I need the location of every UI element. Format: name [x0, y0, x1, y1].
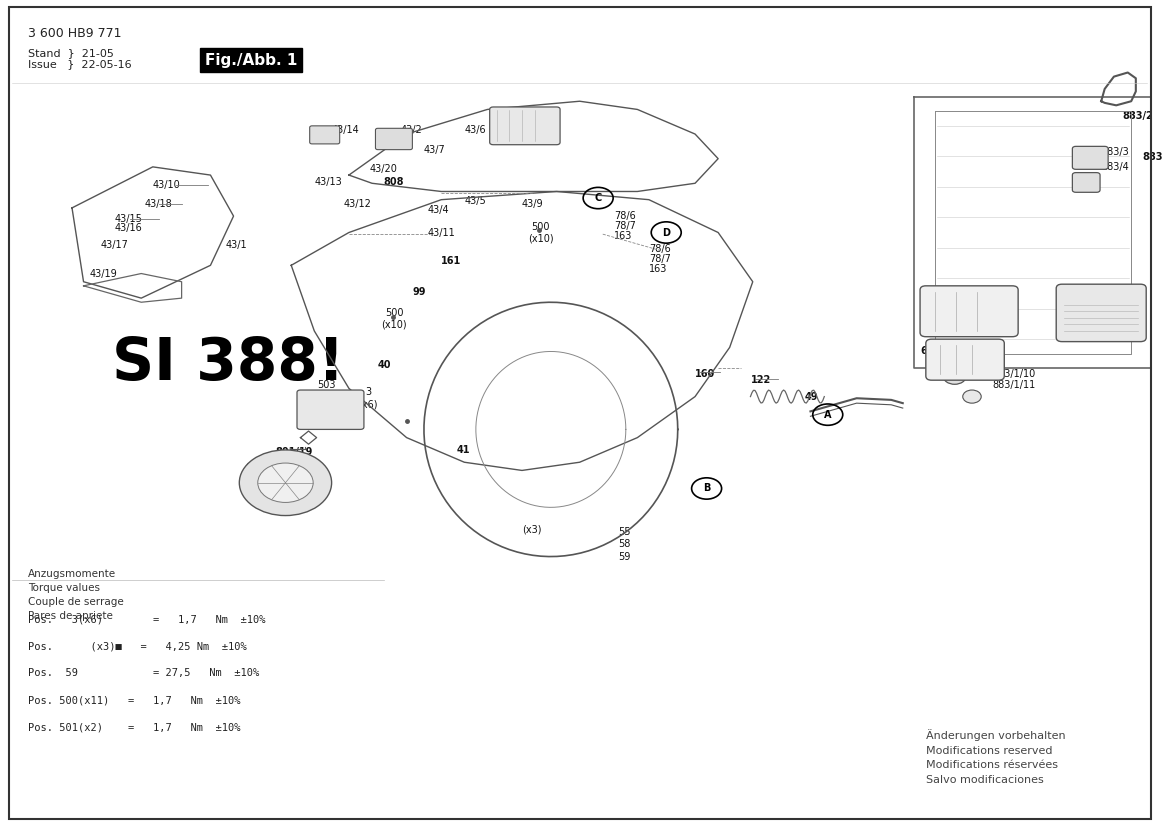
Text: 43/7: 43/7	[424, 145, 445, 155]
Text: 78/7: 78/7	[649, 254, 671, 263]
Text: 122: 122	[750, 375, 770, 385]
Circle shape	[240, 450, 332, 515]
Text: 43/13: 43/13	[314, 177, 343, 187]
Text: 43/18: 43/18	[145, 199, 173, 209]
Text: 801/19: 801/19	[275, 448, 312, 458]
FancyBboxPatch shape	[490, 107, 560, 145]
Text: 883/1/11: 883/1/11	[992, 380, 1036, 390]
Text: 43/10: 43/10	[153, 180, 180, 190]
Text: 650: 650	[920, 346, 940, 357]
FancyBboxPatch shape	[297, 390, 364, 430]
Text: 43/1: 43/1	[226, 240, 247, 249]
Text: Pos.  59            = 27,5   Nm  ±10%: Pos. 59 = 27,5 Nm ±10%	[28, 668, 260, 678]
Text: 78/6: 78/6	[649, 244, 671, 254]
Text: 78/6: 78/6	[614, 211, 636, 221]
Text: 43/8: 43/8	[527, 125, 549, 135]
Text: 41: 41	[456, 445, 470, 455]
Text: 883/3: 883/3	[1101, 147, 1129, 157]
Text: 59: 59	[617, 552, 630, 562]
Text: 801: 801	[245, 463, 265, 473]
Text: 160: 160	[696, 368, 715, 378]
Text: 99: 99	[413, 287, 426, 297]
Text: 43/15: 43/15	[115, 214, 143, 224]
FancyBboxPatch shape	[375, 128, 413, 150]
Text: 163: 163	[614, 230, 632, 241]
Text: 651: 651	[1064, 295, 1085, 305]
Text: 883: 883	[1143, 152, 1163, 162]
Text: (x3): (x3)	[523, 525, 541, 534]
Text: A: A	[824, 410, 831, 420]
FancyBboxPatch shape	[310, 126, 340, 144]
Text: 43/12: 43/12	[344, 199, 371, 209]
Text: 43/5: 43/5	[464, 197, 486, 206]
Text: 500
(x10): 500 (x10)	[381, 308, 407, 330]
Text: 883/2: 883/2	[1122, 111, 1153, 121]
Text: 883/4: 883/4	[1101, 162, 1129, 172]
Text: 802: 802	[324, 406, 344, 416]
Text: Anzugsmomente
Torque values
Couple de serrage
Pares de apriete: Anzugsmomente Torque values Couple de se…	[28, 569, 124, 621]
Text: 43/6: 43/6	[464, 125, 486, 135]
Text: 43/9: 43/9	[523, 199, 544, 209]
Circle shape	[943, 368, 967, 384]
Text: 883/1/10: 883/1/10	[959, 340, 1002, 351]
Text: Änderungen vorbehalten
Modifications reserved
Modifications réservées
Salvo modi: Änderungen vorbehalten Modifications res…	[926, 729, 1065, 786]
FancyBboxPatch shape	[926, 339, 1004, 380]
Text: 650: 650	[920, 308, 940, 318]
Text: 500
(x10): 500 (x10)	[527, 221, 553, 244]
Text: 58: 58	[617, 539, 630, 549]
Text: B: B	[703, 483, 711, 493]
Text: 163: 163	[649, 263, 667, 273]
FancyBboxPatch shape	[920, 286, 1018, 337]
Text: 883/1/11: 883/1/11	[959, 352, 1002, 363]
FancyBboxPatch shape	[1072, 146, 1108, 169]
Text: 43/11: 43/11	[428, 227, 455, 238]
Text: D: D	[662, 227, 670, 238]
Text: Pos.   3(x6)        =   1,7   Nm  ±10%: Pos. 3(x6) = 1,7 Nm ±10%	[28, 614, 265, 624]
Text: 40: 40	[378, 360, 392, 370]
Text: 49: 49	[804, 392, 818, 401]
Text: 883/1/10: 883/1/10	[992, 368, 1036, 378]
Text: 43/4: 43/4	[428, 205, 449, 215]
Text: 43/14: 43/14	[332, 125, 359, 135]
Text: 43/20: 43/20	[369, 164, 397, 173]
Text: 808: 808	[383, 177, 404, 187]
Text: 43/19: 43/19	[89, 268, 117, 278]
Text: 55: 55	[617, 527, 630, 537]
Text: 43/16: 43/16	[115, 223, 143, 234]
Text: Pos.      (x3)■   =   4,25 Nm  ±10%: Pos. (x3)■ = 4,25 Nm ±10%	[28, 641, 247, 651]
Text: Stand  }  21-05: Stand } 21-05	[28, 48, 115, 58]
Text: 3 600 HB9 771: 3 600 HB9 771	[28, 27, 122, 40]
Text: Pos. 501(x2)    =   1,7   Nm  ±10%: Pos. 501(x2) = 1,7 Nm ±10%	[28, 722, 241, 733]
Text: 161: 161	[441, 256, 462, 266]
FancyBboxPatch shape	[1072, 173, 1100, 192]
Text: C: C	[595, 193, 602, 203]
Text: Pos. 500(x11)   =   1,7   Nm  ±10%: Pos. 500(x11) = 1,7 Nm ±10%	[28, 695, 241, 705]
Text: 503
(x3): 503 (x3)	[317, 380, 337, 401]
Circle shape	[963, 390, 981, 403]
Text: Fig./Abb. 1: Fig./Abb. 1	[205, 53, 297, 68]
Text: SI 388!: SI 388!	[112, 335, 345, 392]
Circle shape	[258, 463, 313, 502]
Text: 43/2: 43/2	[401, 125, 423, 135]
Text: 43/17: 43/17	[101, 240, 129, 249]
Text: 78/7: 78/7	[614, 221, 636, 231]
Text: 3
(x6): 3 (x6)	[358, 387, 378, 409]
FancyBboxPatch shape	[1057, 284, 1147, 342]
Text: Issue   }  22-05-16: Issue } 22-05-16	[28, 59, 132, 69]
